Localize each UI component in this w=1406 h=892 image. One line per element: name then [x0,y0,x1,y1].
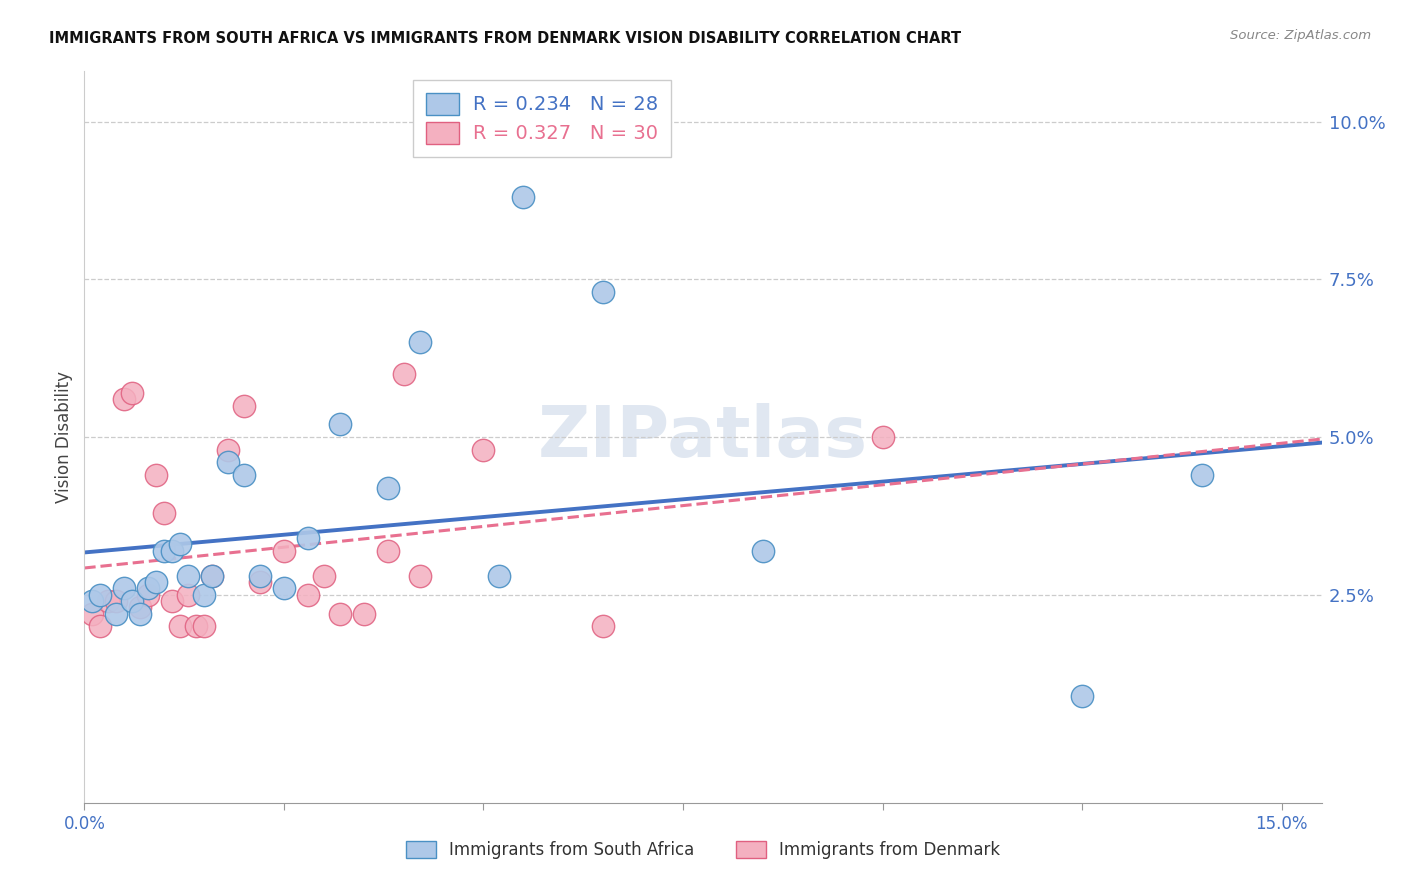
Point [129,600,152,615]
Point [377,543,399,558]
Point [89,588,111,602]
Text: ZIPatlas: ZIPatlas [538,402,868,472]
Point [1191,467,1213,482]
Point [392,367,415,381]
Point [297,531,319,545]
Legend: Immigrants from South Africa, Immigrants from Denmark: Immigrants from South Africa, Immigrants… [398,833,1008,868]
Point [752,543,775,558]
Point [105,607,128,621]
Point [329,607,352,621]
Point [329,417,352,432]
Point [112,392,135,407]
Point [145,467,167,482]
Point [249,569,271,583]
Point [136,582,159,596]
Point [112,582,135,596]
Point [249,575,271,590]
Point [169,619,191,633]
Text: Source: ZipAtlas.com: Source: ZipAtlas.com [1230,29,1371,42]
Point [408,335,430,350]
Point [233,467,256,482]
Point [217,442,239,457]
Point [105,594,128,608]
Point [136,588,159,602]
Text: IMMIGRANTS FROM SOUTH AFRICA VS IMMIGRANTS FROM DENMARK VISION DISABILITY CORREL: IMMIGRANTS FROM SOUTH AFRICA VS IMMIGRAN… [49,31,962,46]
Point [1071,689,1094,703]
Point [273,543,295,558]
Point [592,619,614,633]
Point [201,569,224,583]
Point [184,619,207,633]
Point [201,569,224,583]
Point [160,594,183,608]
Point [297,588,319,602]
Point [177,569,200,583]
Point [193,619,215,633]
Point [177,588,200,602]
Point [169,537,191,551]
Point [488,569,510,583]
Point [217,455,239,469]
Point [121,386,143,401]
Point [377,481,399,495]
Point [353,607,375,621]
Point [592,285,614,299]
Point [472,442,495,457]
Point [82,607,104,621]
Point [408,569,430,583]
Point [512,190,534,204]
Point [312,569,335,583]
Point [82,594,104,608]
Point [153,543,176,558]
Point [145,575,167,590]
Point [89,619,111,633]
Point [153,506,176,520]
Point [121,594,143,608]
Y-axis label: Vision Disability: Vision Disability [55,371,73,503]
Point [129,607,152,621]
Point [160,543,183,558]
Point [872,430,894,444]
Point [233,399,256,413]
Point [273,582,295,596]
Point [193,588,215,602]
Point [97,594,120,608]
